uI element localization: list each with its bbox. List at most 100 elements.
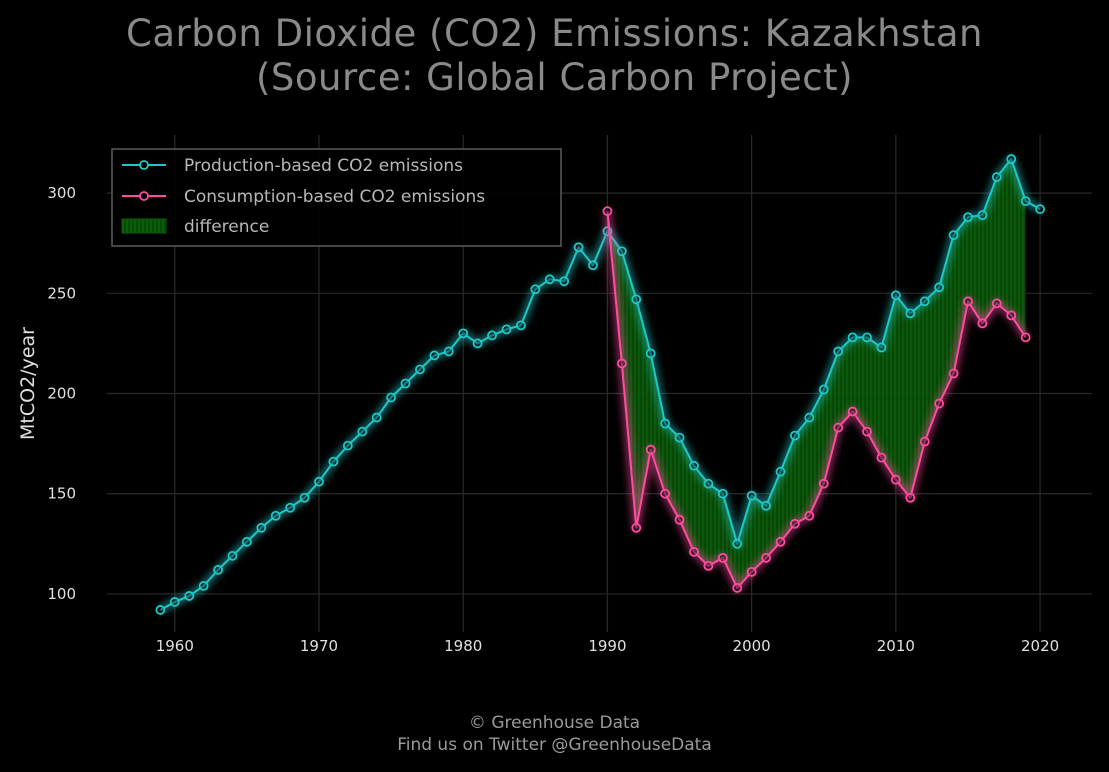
production-point <box>833 346 844 357</box>
production-point <box>790 430 800 441</box>
consumption-point <box>905 492 916 503</box>
production-point <box>429 350 440 361</box>
production-point <box>169 597 180 607</box>
production-point <box>342 440 353 451</box>
production-point <box>977 210 988 221</box>
consumption-point <box>602 206 613 217</box>
consumption-point <box>746 566 757 577</box>
production-point <box>588 260 598 271</box>
legend-marker-swatch <box>139 191 149 201</box>
consumption-point <box>818 478 829 489</box>
consumption-point <box>761 552 771 563</box>
consumption-point <box>674 514 685 525</box>
consumption-line <box>606 211 1027 589</box>
difference-area <box>607 159 1026 588</box>
production-point <box>285 502 296 513</box>
consumption-point <box>804 510 815 521</box>
footer-copyright: © Greenhouse Data <box>468 713 641 733</box>
production-point <box>703 478 714 489</box>
production-point <box>732 538 743 549</box>
production-point <box>559 276 570 287</box>
production-point <box>256 522 267 533</box>
production-point <box>616 246 627 257</box>
production-point <box>516 320 526 331</box>
y-axis-label: MtCO2/year <box>17 327 39 440</box>
production-point <box>501 324 512 335</box>
production-point <box>227 550 238 561</box>
production-point <box>717 488 728 499</box>
x-tick-label: 2000 <box>733 637 771 655</box>
legend-label: Production-based CO2 emissions <box>184 156 463 176</box>
production-point <box>487 330 497 341</box>
consumption-point <box>934 398 945 409</box>
production-point <box>934 282 945 293</box>
x-tick-label: 1970 <box>300 637 338 655</box>
legend-box <box>111 148 562 247</box>
production-point <box>761 500 771 511</box>
production-point <box>458 328 469 339</box>
consumption-point <box>1020 332 1031 343</box>
production-point <box>991 172 1002 182</box>
legend-label: difference <box>184 217 269 237</box>
consumption-point <box>890 474 901 485</box>
x-tick-label: 2020 <box>1021 637 1059 655</box>
production-point <box>847 332 858 343</box>
consumption-point <box>703 560 714 571</box>
production-point <box>184 591 195 601</box>
production-point <box>890 290 901 301</box>
consumption-point <box>689 546 699 557</box>
x-tick-label: 1960 <box>156 637 194 655</box>
consumption-point <box>631 522 642 533</box>
production-point <box>963 212 973 223</box>
consumption-point <box>645 444 656 455</box>
production-point <box>775 466 786 477</box>
chart-subtitle: (Source: Global Carbon Project) <box>255 56 854 99</box>
x-tick-label: 1980 <box>444 637 482 655</box>
consumption-point <box>717 552 728 563</box>
production-point <box>371 412 382 423</box>
production-point <box>357 426 368 437</box>
y-tick-label: 200 <box>47 385 76 403</box>
production-point <box>804 412 815 423</box>
legend-marker-swatch <box>139 160 149 170</box>
consumption-point <box>775 536 786 547</box>
footer-twitter: Find us on Twitter @GreenhouseData <box>397 735 712 755</box>
production-point <box>645 348 656 359</box>
consumption-point <box>862 426 872 437</box>
production-point <box>876 342 887 353</box>
production-point <box>472 338 483 349</box>
production-point <box>919 296 930 307</box>
production-point <box>573 242 584 253</box>
y-tick-label: 100 <box>47 585 76 603</box>
production-point <box>905 308 916 319</box>
production-point <box>674 432 685 443</box>
production-point <box>631 294 642 305</box>
consumption-point <box>919 436 930 447</box>
production-point <box>443 346 454 357</box>
production-point <box>1035 204 1045 215</box>
production-point <box>530 284 541 295</box>
production-point <box>299 492 310 503</box>
production-point <box>400 378 411 389</box>
production-point <box>415 364 425 375</box>
x-tick-label: 2010 <box>877 637 915 655</box>
production-point <box>1006 154 1017 164</box>
production-point <box>198 581 209 591</box>
production-point <box>155 605 166 615</box>
production-point <box>328 456 339 467</box>
production-point <box>660 418 671 429</box>
consumption-point <box>732 583 743 593</box>
consumption-point <box>660 488 671 499</box>
production-point <box>270 510 281 521</box>
consumption-point <box>876 452 887 463</box>
legend-fill-swatch <box>121 218 167 234</box>
consumption-point <box>948 368 959 379</box>
production-point <box>818 384 829 395</box>
production-point <box>948 230 959 241</box>
consumption-point <box>1006 310 1017 321</box>
production-point <box>689 460 699 471</box>
y-tick-label: 300 <box>47 184 76 202</box>
consumption-point <box>977 318 988 329</box>
consumption-point <box>790 518 800 529</box>
